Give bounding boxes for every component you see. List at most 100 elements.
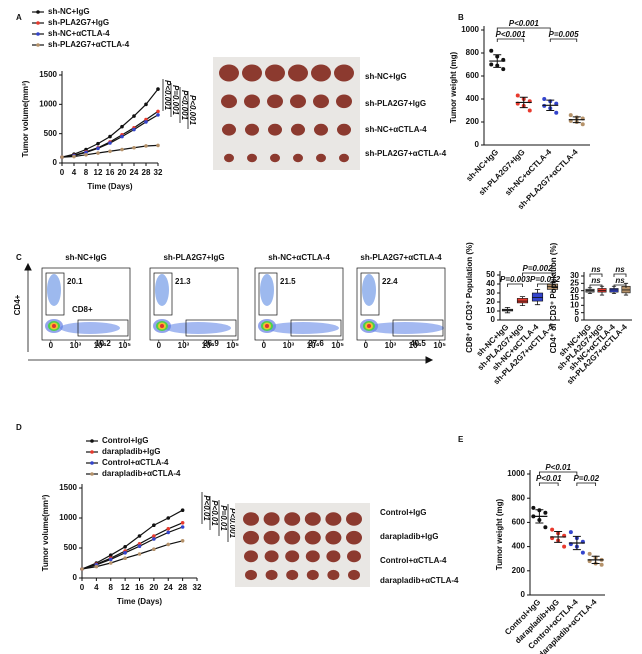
legend-label: Control+IgG (102, 436, 148, 445)
y-tick-label: 200 (512, 566, 526, 575)
bracket (496, 27, 551, 31)
y-tick-label: 1500 (59, 483, 77, 492)
tumor (327, 569, 340, 581)
data-point (180, 525, 185, 529)
lower-gate (185, 319, 237, 337)
data-point (587, 551, 592, 556)
cell-cloud (362, 274, 376, 306)
tumor (339, 153, 349, 163)
data-point (84, 152, 88, 157)
y-tick-label: 30 (486, 288, 495, 297)
y-tick-label: 500 (44, 129, 58, 138)
series-line (81, 526, 183, 570)
y-tick-label: 5 (575, 308, 580, 317)
y-tick-label: 0 (53, 158, 58, 167)
data-point (123, 551, 127, 555)
data-point (580, 122, 585, 127)
bracket (589, 273, 603, 277)
y-tick-label: 20 (570, 286, 579, 295)
data-point (156, 109, 160, 114)
tumor (243, 512, 259, 526)
y-axis-label: CD8⁺ of CD3⁺ Population (%) (465, 242, 474, 353)
x-tick-label: 10³ (283, 341, 295, 350)
x-tick-label: 24 (164, 583, 173, 592)
x-tick-label: 4 (94, 583, 99, 592)
lower-gate (392, 319, 444, 337)
data-point (166, 542, 171, 547)
tumor (284, 512, 301, 526)
annotation: P=0.001 (171, 85, 180, 116)
tumor (265, 569, 278, 581)
tumor (325, 512, 342, 526)
data-point (108, 141, 112, 145)
tumor (221, 94, 237, 109)
annotation: P<0.001 (495, 30, 526, 39)
data-point (137, 552, 142, 556)
x-tick-label: 10⁴ (202, 341, 215, 350)
tumor (288, 64, 308, 82)
y-axis-label: Tumor weight (mg) (449, 51, 458, 123)
data-point (72, 154, 76, 159)
x-tick-label: 28 (178, 583, 187, 592)
data-point (156, 143, 160, 148)
legend-label: sh-NC+IgG (48, 7, 90, 16)
data-point (180, 539, 185, 543)
data-point (166, 516, 171, 520)
tumor (306, 569, 319, 581)
tumor (311, 64, 331, 82)
data-point (527, 108, 532, 113)
data-point (108, 561, 113, 565)
x-tick-label: 0 (157, 341, 162, 350)
panel-title: sh-NC+IgG (65, 253, 107, 262)
arrow-head (425, 356, 434, 364)
error-bar (554, 530, 563, 543)
data-point (144, 120, 148, 124)
tumor (293, 153, 303, 163)
x-tick-label: 0 (262, 341, 267, 350)
gate-value: 40.5 (410, 339, 426, 348)
x-tick-label: 12 (121, 583, 130, 592)
error-bar (546, 99, 555, 111)
cell-cloud (366, 322, 444, 334)
bracket (538, 471, 578, 475)
x-tick-label: 8 (109, 583, 114, 592)
legend-marker (36, 32, 40, 36)
tumor (219, 64, 239, 82)
panel-letter: A (16, 13, 22, 22)
data-point (108, 149, 112, 154)
bracket (613, 284, 627, 288)
annotation: P=0.002 (522, 264, 553, 273)
x-tick-label: 4 (72, 168, 77, 177)
y-tick-label: 800 (512, 493, 526, 502)
x-tick-label: sh-NC+αCTLA-4 (503, 147, 553, 197)
x-tick-label: 20 (118, 168, 127, 177)
panel-title: sh-PLA2G7+αCTLA-4 (360, 253, 442, 262)
data-point (144, 144, 148, 148)
tumor (263, 530, 280, 545)
data-point (501, 67, 506, 72)
tumor (316, 153, 326, 163)
tumor (284, 530, 301, 545)
legend-marker (90, 472, 94, 476)
tumor (348, 569, 360, 581)
data-point (137, 544, 142, 548)
cell-cloud (155, 274, 169, 306)
data-point (108, 134, 112, 139)
annotation: ns (591, 276, 601, 285)
error-bar (591, 555, 600, 565)
cell-cloud (267, 322, 339, 334)
data-point (80, 567, 84, 571)
cell-cloud (47, 274, 61, 306)
legend-marker (36, 43, 40, 47)
data-point (94, 564, 99, 569)
y-tick-label: 800 (466, 48, 480, 57)
y-tick-label: 1000 (507, 469, 525, 478)
bracket (589, 284, 603, 288)
data-point (543, 510, 548, 515)
y-tick-label: 0 (475, 140, 480, 149)
tumor (290, 94, 306, 109)
legend-label: sh-PLA2G7+IgG (48, 18, 109, 27)
y-tick-label: 400 (512, 542, 526, 551)
tumor (267, 94, 283, 109)
